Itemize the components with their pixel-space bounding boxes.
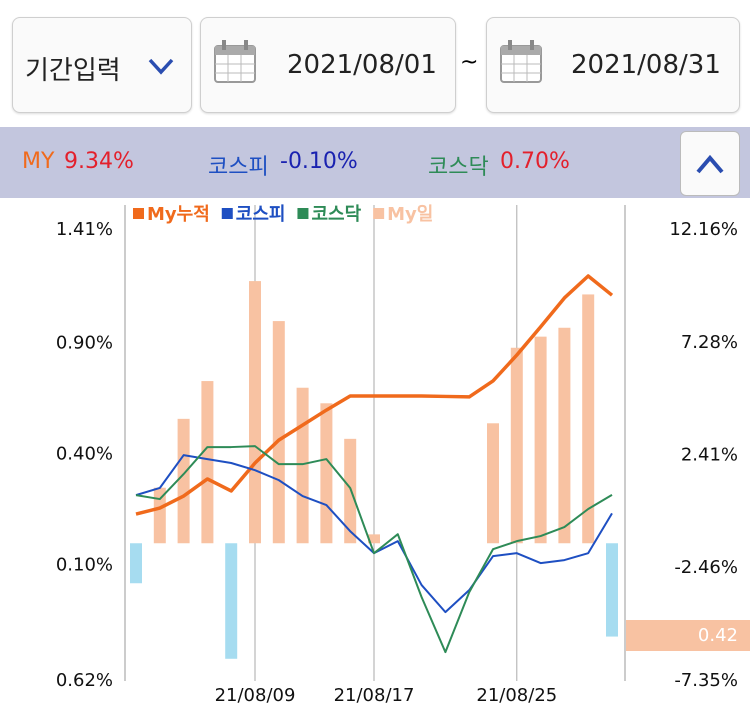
summary-value: -0.10% [280, 149, 358, 174]
line [135, 274, 614, 516]
end-date-text: 2021/08/31 [571, 50, 721, 80]
bar [272, 321, 285, 544]
bar [606, 543, 618, 637]
period-select[interactable]: 기간입력 [12, 17, 192, 113]
legend-label: 코스피 [236, 204, 286, 225]
summary-value: 0.70% [500, 149, 570, 174]
bar [153, 487, 166, 544]
line [135, 454, 613, 614]
y-tick-label: 0.62% [56, 670, 113, 691]
period-label: 기간입력 [25, 56, 121, 86]
legend-swatch [221, 208, 233, 219]
summary-name: MY [22, 149, 55, 174]
annotation-box [626, 620, 750, 651]
bar [534, 336, 547, 544]
bar [201, 381, 214, 544]
bar [558, 327, 571, 544]
bar [296, 387, 309, 544]
bar [368, 534, 380, 544]
y-tick-label: 0.10% [56, 554, 113, 575]
bar [177, 418, 190, 544]
bar [249, 281, 261, 544]
legend-label: My누적 [147, 204, 210, 225]
chevron-up [696, 154, 724, 174]
legend-swatch [373, 208, 385, 219]
y2-tick-label: 12.16% [669, 219, 738, 240]
end-date[interactable]: 2021/08/31 [486, 17, 740, 113]
line [135, 445, 613, 654]
bar [510, 347, 523, 544]
y2-tick-label: -2.46% [674, 557, 738, 578]
y2-tick-label: -7.35% [674, 670, 738, 691]
bar [344, 438, 357, 544]
legend-label: My일 [387, 204, 433, 225]
start-date-text: 2021/08/01 [287, 50, 437, 80]
summary-name: 코스닥 [428, 155, 489, 180]
y-tick-label: 0.40% [56, 443, 113, 464]
annotation-label: 0.42 [698, 625, 738, 646]
bar [225, 543, 238, 659]
start-date[interactable]: 2021/08/01 [200, 17, 456, 113]
summary-name: 코스피 [208, 155, 269, 180]
y-tick-label: 0.90% [56, 332, 113, 353]
bar [130, 543, 142, 584]
x-tick-label: 21/08/09 [215, 685, 296, 706]
x-tick-label: 21/08/17 [334, 685, 415, 706]
separator: ~ [460, 50, 479, 75]
legend-label: 코스닥 [311, 204, 361, 225]
legend-swatch [133, 208, 144, 219]
collapse-button[interactable] [680, 131, 740, 196]
y2-tick-label: 2.41% [681, 444, 738, 465]
legend-swatch [297, 208, 309, 219]
y2-tick-label: 7.28% [681, 332, 738, 353]
chevron [148, 58, 174, 75]
summary-band: MY 9.34% 코스피 -0.10% 코스닥 0.70% [0, 127, 750, 198]
bar [487, 423, 499, 544]
y-tick-label: 1.41% [56, 219, 113, 240]
bar [320, 403, 333, 544]
x-tick-label: 21/08/25 [476, 685, 557, 706]
calendar-icon [500, 40, 542, 83]
bar [582, 294, 595, 544]
calendar-icon [214, 40, 256, 83]
summary-value: 9.34% [64, 149, 134, 174]
